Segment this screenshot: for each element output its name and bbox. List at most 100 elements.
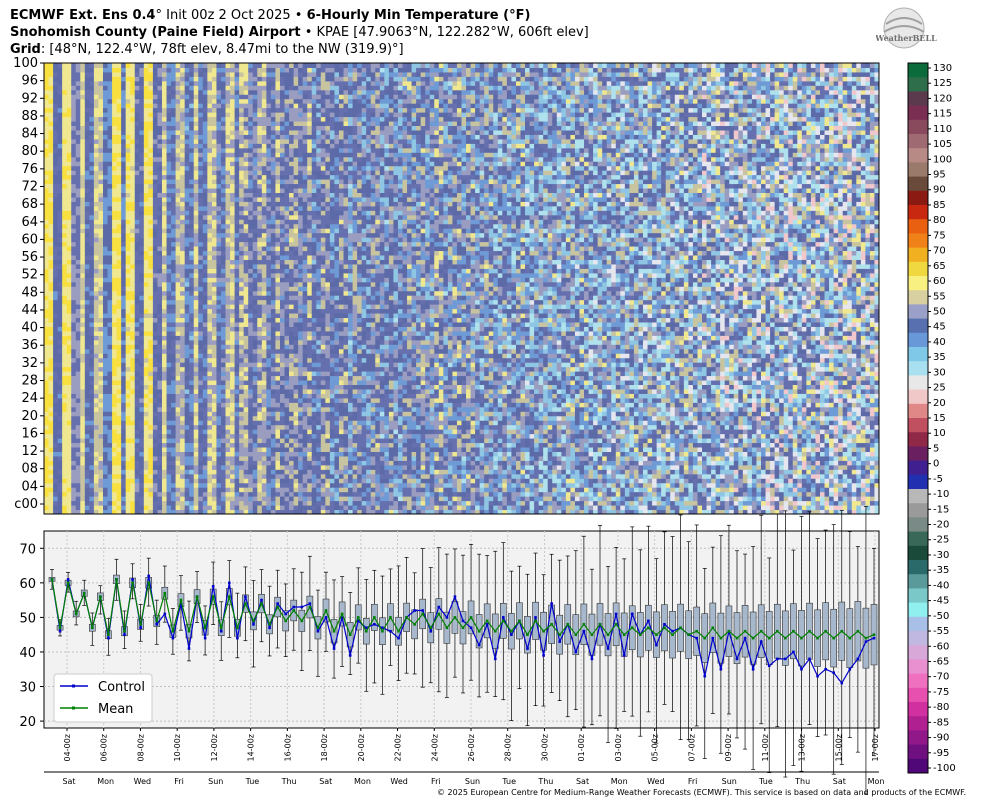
- heatmap-cell: [220, 232, 227, 238]
- heatmap-cell: [220, 196, 227, 202]
- heatmap-cell: [152, 357, 158, 363]
- heatmap-cell: [98, 464, 104, 470]
- heatmap-cell: [216, 487, 222, 493]
- heatmap-cell: [157, 473, 163, 479]
- heatmap-cell: [175, 272, 181, 278]
- heatmap-cell: [248, 500, 254, 506]
- heatmap-cell: [116, 339, 122, 345]
- heatmap-cell: [193, 496, 199, 502]
- heatmap-cell: [243, 420, 249, 426]
- heatmap-cell: [184, 455, 190, 461]
- heatmap-cell: [198, 103, 204, 109]
- heatmap-cell: [193, 170, 199, 176]
- heatmap-cell: [143, 348, 149, 354]
- heatmap-cell: [193, 393, 199, 399]
- heatmap-cell: [71, 371, 77, 377]
- heatmap-cell: [202, 156, 208, 162]
- heatmap-cell: [193, 196, 199, 202]
- heatmap-cell: [102, 125, 109, 131]
- heatmap-cell: [139, 188, 145, 193]
- heatmap-cell: [157, 94, 163, 100]
- heatmap-cell: [139, 469, 145, 475]
- heatmap-cell: [121, 143, 127, 149]
- heatmap-cell: [157, 299, 163, 305]
- heatmap-cell: [252, 103, 258, 109]
- heatmap-cell: [171, 67, 177, 73]
- heatmap-cell: [44, 353, 50, 359]
- heatmap-cell: [134, 388, 140, 394]
- heatmap-cell: [71, 121, 77, 127]
- heatmap-cell: [143, 438, 149, 444]
- heatmap-cell: [75, 85, 81, 91]
- heatmap-cell: [220, 76, 227, 82]
- heatmap-cell: [89, 268, 95, 274]
- heatmap-cell: [198, 317, 204, 323]
- heatmap-cell: [243, 339, 249, 345]
- heatmap-cell: [211, 192, 217, 198]
- heatmap-cell: [112, 205, 118, 211]
- heatmap-cell: [175, 397, 181, 403]
- heatmap-cell: [225, 286, 231, 292]
- heatmap-cell: [243, 473, 249, 479]
- heatmap-cell: [48, 103, 54, 109]
- heatmap-cell: [189, 455, 195, 461]
- heatmap-cell: [184, 442, 190, 448]
- heatmap-cell: [220, 308, 227, 314]
- heatmap-cell: [234, 317, 240, 323]
- heatmap-cell: [230, 478, 236, 484]
- heatmap-cell: [193, 205, 199, 211]
- heatmap-cell: [239, 317, 245, 323]
- heatmap-cell: [166, 250, 172, 256]
- heatmap-cell: [139, 250, 145, 256]
- heatmap-cell: [175, 295, 181, 301]
- heatmap-cell: [171, 237, 177, 243]
- heatmap-cell: [125, 246, 131, 252]
- heatmap-cell: [180, 317, 186, 323]
- heatmap-cell: [257, 223, 263, 229]
- heatmap-cell: [48, 491, 54, 497]
- heatmap-cell: [80, 192, 86, 198]
- heatmap-cell: [107, 473, 113, 479]
- heatmap-cell: [171, 94, 177, 100]
- heatmap-cell: [116, 241, 122, 247]
- heatmap-cell: [102, 188, 109, 193]
- heatmap-cell: [62, 125, 68, 131]
- heatmap-cell: [189, 286, 195, 292]
- heatmap-cell: [171, 134, 177, 140]
- heatmap-cell: [243, 469, 249, 475]
- heatmap-cell: [148, 353, 154, 359]
- heatmap-cell: [202, 330, 208, 336]
- heatmap-cell: [161, 348, 168, 354]
- heatmap-cell: [121, 210, 127, 216]
- heatmap-cell: [121, 263, 127, 269]
- heatmap-cell: [71, 89, 77, 95]
- heatmap-cell: [80, 205, 86, 211]
- heatmap-cell: [166, 335, 172, 341]
- heatmap-cell: [266, 496, 272, 502]
- heatmap-cell: [157, 406, 163, 412]
- heatmap-cell: [175, 174, 181, 180]
- heatmap-cell: [211, 371, 217, 377]
- heatmap-cell: [243, 375, 249, 381]
- heatmap-cell: [157, 67, 163, 73]
- heatmap-cell: [44, 121, 50, 127]
- heatmap-cell: [121, 223, 127, 229]
- heatmap-cell: [102, 469, 109, 475]
- heatmap-cell: [184, 214, 190, 220]
- heatmap-cell: [71, 107, 77, 113]
- heatmap-cell: [211, 241, 217, 247]
- heatmap-cell: [189, 362, 195, 368]
- heatmap-cell: [157, 321, 163, 327]
- heatmap-cell: [125, 281, 131, 287]
- heatmap-cell: [202, 183, 208, 189]
- heatmap-cell: [243, 107, 249, 113]
- heatmap-cell: [216, 103, 222, 109]
- heatmap-cell: [234, 138, 240, 144]
- heatmap-cell: [121, 442, 127, 448]
- heatmap-cell: [248, 353, 254, 359]
- heatmap-cell: [107, 406, 113, 412]
- heatmap-cell: [44, 246, 50, 252]
- heatmap-cell: [202, 67, 208, 73]
- heatmap-cell: [98, 223, 104, 229]
- heatmap-cell: [161, 388, 168, 394]
